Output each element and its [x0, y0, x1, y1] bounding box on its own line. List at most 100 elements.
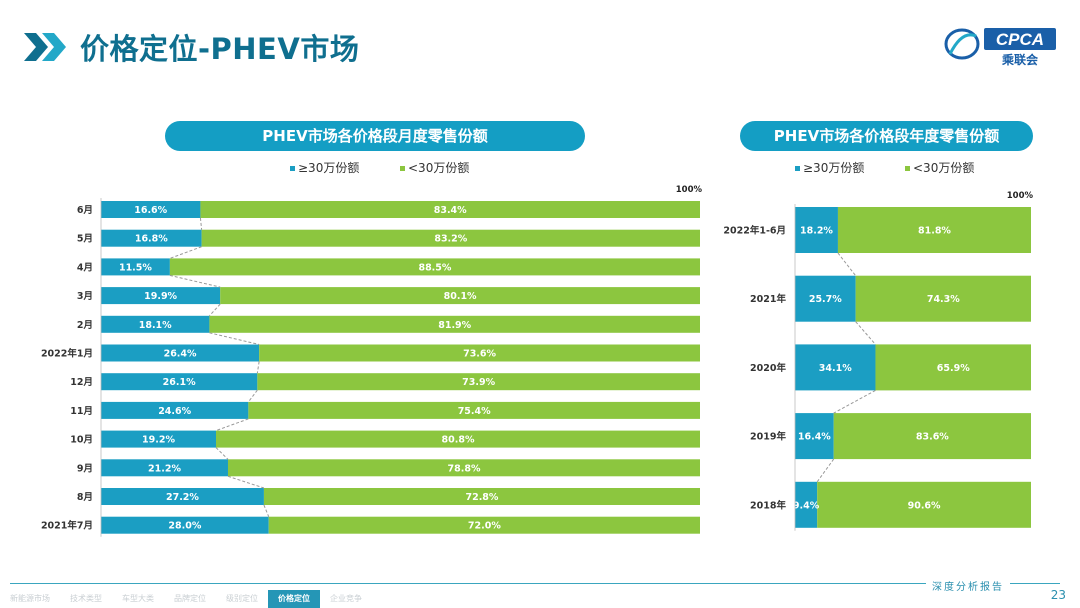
- chart-title-0: PHEV市场各价格段月度零售份额: [262, 127, 487, 145]
- category-label-0-9: 9月: [77, 463, 93, 474]
- legend-swatch-0-1: [400, 166, 405, 171]
- category-label-0-2: 4月: [77, 262, 93, 273]
- value-label-low-0-8: 80.8%: [442, 435, 475, 446]
- category-label-0-4: 2月: [77, 320, 93, 331]
- category-label-0-1: 5月: [77, 234, 93, 245]
- value-label-high-0-4: 18.1%: [139, 320, 172, 331]
- value-label-low-0-9: 78.8%: [448, 463, 481, 474]
- bar-high-1-0: [795, 207, 838, 253]
- nav-item-6[interactable]: 企业竞争: [330, 594, 362, 603]
- connector-line-0-7: [215, 418, 249, 432]
- value-label-low-0-7: 75.4%: [458, 406, 491, 417]
- category-label-0-0: 6月: [77, 205, 93, 216]
- category-label-0-11: 2021年7月: [41, 520, 93, 532]
- value-label-high-0-11: 28.0%: [168, 521, 201, 532]
- bar-low-1-4: [817, 481, 1031, 528]
- connector-line-0-3: [209, 303, 221, 317]
- connector-line-1-2: [833, 389, 876, 414]
- value-label-low-1-4: 90.6%: [908, 500, 941, 511]
- top-label-1: 100%: [1007, 191, 1034, 201]
- logo-text: CPCA: [996, 30, 1044, 49]
- legend-label-0-0: ≥30万份额: [298, 161, 359, 175]
- legend-label-1-0: ≥30万份额: [803, 161, 864, 175]
- value-label-high-1-2: 34.1%: [819, 363, 852, 374]
- category-label-0-6: 12月: [70, 377, 93, 388]
- value-label-low-0-1: 83.2%: [434, 234, 467, 245]
- charts-area: PHEV市场各价格段月度零售份额 ≥30万份额 <30万份额 100% 6月 16.6% 8…: [41, 121, 1034, 537]
- page-number: 23: [1050, 588, 1066, 602]
- nav-item-1[interactable]: 技术类型: [70, 594, 102, 603]
- legend-label-0-1: <30万份额: [408, 161, 469, 175]
- nav-item-2[interactable]: 车型大类: [122, 594, 154, 603]
- footer-divider: [10, 583, 1060, 584]
- category-label-1-4: 2018年: [750, 499, 786, 511]
- bar-low-0-4: [209, 315, 700, 333]
- value-label-low-0-4: 81.9%: [438, 320, 471, 331]
- bar-low-1-2: [875, 344, 1031, 391]
- category-label-1-0: 2022年1-6月: [723, 225, 786, 237]
- connector-line-0-1: [169, 246, 202, 259]
- bar-high-0-3: [101, 287, 221, 305]
- value-label-high-1-0: 18.2%: [800, 226, 833, 237]
- connector-line-0-9: [227, 475, 265, 489]
- bar-high-0-2: [101, 258, 170, 276]
- bar-low-0-0: [200, 201, 700, 218]
- value-label-low-1-1: 74.3%: [927, 294, 960, 305]
- cpca-logo: CPCA 乘联会: [944, 28, 1056, 67]
- bar-low-0-6: [257, 373, 700, 391]
- value-label-high-0-10: 27.2%: [166, 492, 199, 503]
- nav-item-0[interactable]: 新能源市场: [10, 594, 50, 603]
- value-label-high-1-3: 16.4%: [798, 432, 831, 443]
- bar-high-0-11: [101, 516, 269, 534]
- value-label-high-0-9: 21.2%: [148, 463, 181, 474]
- category-label-1-2: 2020年: [750, 362, 786, 374]
- legend-label-1-1: <30万份额: [913, 161, 974, 175]
- chart-title-pill-1: [740, 121, 1033, 151]
- bar-high-1-1: [795, 275, 856, 322]
- chevron-right-icon: [24, 33, 66, 61]
- report-tag: 深度分析报告: [926, 578, 1010, 593]
- bar-low-0-9: [227, 459, 700, 477]
- category-label-0-7: 11月: [70, 406, 93, 417]
- value-label-high-0-1: 16.8%: [135, 234, 168, 245]
- bar-high-0-1: [101, 229, 202, 247]
- nav-item-5[interactable]: 价格定位: [268, 590, 320, 608]
- nav-item-4[interactable]: 级别定位: [226, 594, 258, 603]
- value-label-low-0-11: 72.0%: [468, 521, 501, 532]
- value-label-high-0-6: 26.1%: [163, 377, 196, 388]
- section-nav: 新能源市场 技术类型 车型大类 品牌定位 级别定位 价格定位 企业竞争: [0, 590, 372, 608]
- page-header: 价格定位-PHEV市场: [22, 26, 359, 68]
- value-label-low-0-6: 73.9%: [462, 377, 495, 388]
- value-label-low-0-2: 88.5%: [418, 262, 451, 273]
- value-label-high-0-3: 19.9%: [144, 291, 177, 302]
- value-label-low-0-5: 73.6%: [463, 349, 496, 360]
- category-label-1-3: 2019年: [750, 431, 786, 443]
- connector-line-0-0: [199, 217, 203, 230]
- connector-line-1-1: [855, 321, 876, 345]
- connector-line-0-4: [209, 332, 260, 345]
- bar-high-0-4: [101, 315, 210, 333]
- connector-line-0-2: [169, 274, 221, 288]
- value-label-low-0-10: 72.8%: [465, 492, 498, 503]
- bar-low-0-2: [169, 258, 700, 276]
- bar-low-1-1: [855, 275, 1031, 322]
- connector-line-0-6: [247, 389, 258, 403]
- value-label-high-0-2: 11.5%: [119, 262, 152, 273]
- category-label-0-3: 3月: [77, 291, 93, 302]
- connector-line-0-10: [263, 504, 270, 517]
- bar-low-0-10: [263, 488, 700, 505]
- bar-low-0-11: [268, 516, 700, 534]
- legend-swatch-1-1: [905, 166, 910, 171]
- nav-item-3[interactable]: 品牌定位: [174, 594, 206, 603]
- bar-low-0-1: [201, 229, 700, 247]
- bar-high-0-7: [101, 401, 249, 419]
- bar-high-0-6: [101, 373, 258, 391]
- value-label-high-0-5: 26.4%: [164, 349, 197, 360]
- bar-high-0-0: [101, 201, 201, 218]
- value-label-low-1-0: 81.8%: [918, 226, 951, 237]
- legend-swatch-0-0: [290, 166, 295, 171]
- bar-high-0-8: [101, 430, 217, 448]
- bar-high-0-10: [101, 488, 264, 505]
- bar-high-0-5: [101, 344, 260, 362]
- bar-high-0-9: [101, 459, 228, 477]
